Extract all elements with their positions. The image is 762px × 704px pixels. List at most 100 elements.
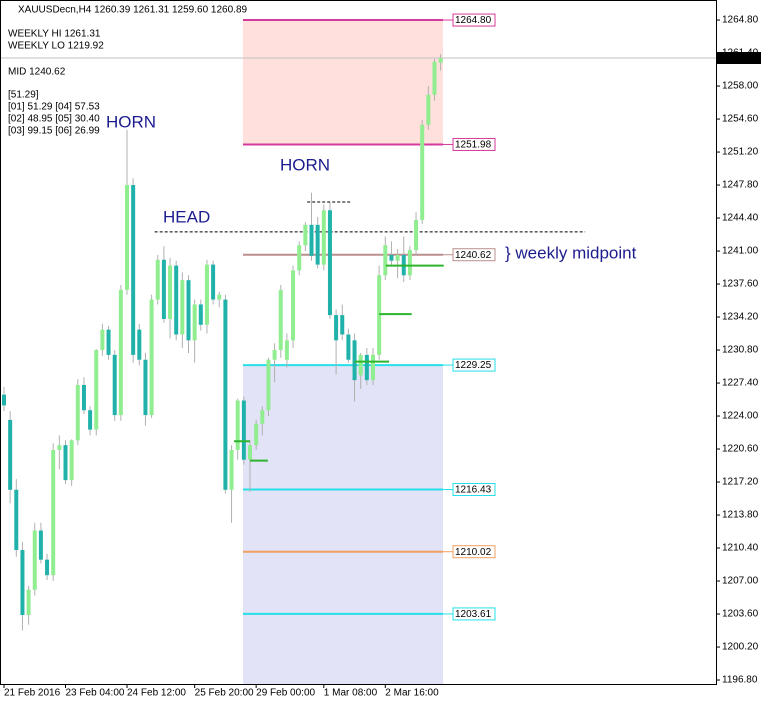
candle-body <box>161 259 166 319</box>
candle-body <box>260 410 265 424</box>
info-line: [02] 48.95 [05] 30.40 <box>8 114 100 125</box>
candle-body <box>364 354 369 381</box>
info-line: [01] 51.29 [04] 57.53 <box>8 102 100 113</box>
y-tick-label: 1230.80 <box>722 345 759 356</box>
y-tick-label: 1227.40 <box>722 378 759 389</box>
candle-body <box>149 299 154 416</box>
candle-body <box>51 449 56 576</box>
candle-body <box>204 264 209 325</box>
candle-body <box>327 210 332 316</box>
candle-body <box>131 185 136 355</box>
y-tick-label: 1220.60 <box>722 444 759 455</box>
level-label: 1251.98 <box>455 140 492 151</box>
candle-body <box>20 549 25 615</box>
candle-body <box>321 210 326 265</box>
level-label-box <box>452 483 496 497</box>
candle-body <box>198 304 203 325</box>
plot-area <box>0 19 716 684</box>
candle-body <box>81 384 86 411</box>
y-tick-label: 1224.00 <box>722 411 759 422</box>
candle-body <box>217 294 222 300</box>
y-tick-label: 1200.20 <box>722 642 759 653</box>
candle-body <box>303 224 308 246</box>
level-label: 1264.80 <box>455 15 492 26</box>
candle-body <box>395 254 400 261</box>
candle-body <box>426 94 431 125</box>
level-label-box <box>452 137 496 151</box>
level-label: 1229.25 <box>455 360 492 371</box>
candle-body <box>235 400 240 450</box>
candle-body <box>432 61 437 95</box>
y-tick-label: 1210.40 <box>722 543 759 554</box>
candle-body <box>352 340 357 381</box>
info-line: WEEKLY LO 1219.92 <box>8 41 104 52</box>
annotation: HORN <box>280 155 330 174</box>
level-label: 1240.62 <box>455 250 492 261</box>
candle-body <box>223 299 228 490</box>
candle-body <box>174 265 179 335</box>
y-tick-label: 1207.00 <box>722 576 759 587</box>
candle-body <box>88 410 93 430</box>
y-tick-label: 1251.20 <box>722 147 759 158</box>
x-tick-label: 24 Feb 12:00 <box>127 688 186 699</box>
annotation: HORN <box>106 112 156 131</box>
candle-body <box>272 350 277 360</box>
candle-body <box>186 280 191 341</box>
x-tick-label: 2 Mar 16:00 <box>385 688 439 699</box>
candle-body <box>106 329 111 355</box>
candle-body <box>112 354 117 416</box>
candle-body <box>407 250 412 276</box>
y-tick-label: 1254.60 <box>722 114 759 125</box>
candle-body <box>346 334 351 360</box>
candle-body <box>315 224 320 265</box>
candle-body <box>284 340 289 360</box>
y-tick-label: 1203.60 <box>722 609 759 620</box>
level-label: 1203.61 <box>455 609 492 620</box>
chart-title: XAUUSDecn,H4 1260.39 1261.31 1259.60 126… <box>18 5 248 16</box>
info-line: WEEKLY HI 1261.31 <box>8 29 101 40</box>
candle-body <box>137 329 142 360</box>
y-tick-label: 1244.40 <box>722 213 759 224</box>
y-tick-label: 1213.80 <box>722 510 759 521</box>
candle-body <box>45 559 50 576</box>
level-label: 1216.43 <box>455 485 492 496</box>
candle-body <box>57 445 62 450</box>
candle-body <box>125 185 129 290</box>
candle-body <box>414 219 419 251</box>
candle-body <box>63 445 68 481</box>
candle-body <box>297 245 302 271</box>
candle-body <box>291 270 296 341</box>
candle-body <box>334 315 339 341</box>
candle-body <box>309 224 314 256</box>
y-tick-label: 1196.80 <box>722 675 758 686</box>
candle-body <box>371 354 375 381</box>
y-tick-label: 1264.80 <box>722 15 759 26</box>
y-tick-label: 1247.80 <box>722 180 759 191</box>
x-tick-label: 29 Feb 00:00 <box>256 688 315 699</box>
candle-body <box>26 589 31 615</box>
current-price-box <box>717 51 761 64</box>
candle-body <box>438 57 443 63</box>
candle-body <box>143 359 148 416</box>
y-tick-label: 1217.20 <box>722 477 759 488</box>
x-tick-label: 1 Mar 08:00 <box>324 688 378 699</box>
plot-frame <box>0 0 717 685</box>
info-line: [03] 99.15 [06] 26.99 <box>8 126 100 137</box>
candle-body <box>383 245 388 276</box>
y-tick-label: 1237.60 <box>722 279 759 290</box>
candle-body <box>241 400 246 460</box>
current-price-label: 1260.89 <box>722 53 759 64</box>
x-tick-label: 23 Feb 04:00 <box>66 688 125 699</box>
candle-body <box>155 259 160 300</box>
info-line: MID 1240.62 <box>8 67 66 78</box>
candle-body <box>358 354 363 376</box>
candle-body <box>14 489 19 550</box>
level-label-box <box>452 13 496 27</box>
candle-body <box>340 315 345 335</box>
candle-body <box>192 304 197 341</box>
candle-body <box>266 359 271 411</box>
candle-body <box>229 449 234 490</box>
candle-body <box>168 265 173 319</box>
candle-body <box>248 445 252 460</box>
level-label-box <box>452 358 496 372</box>
